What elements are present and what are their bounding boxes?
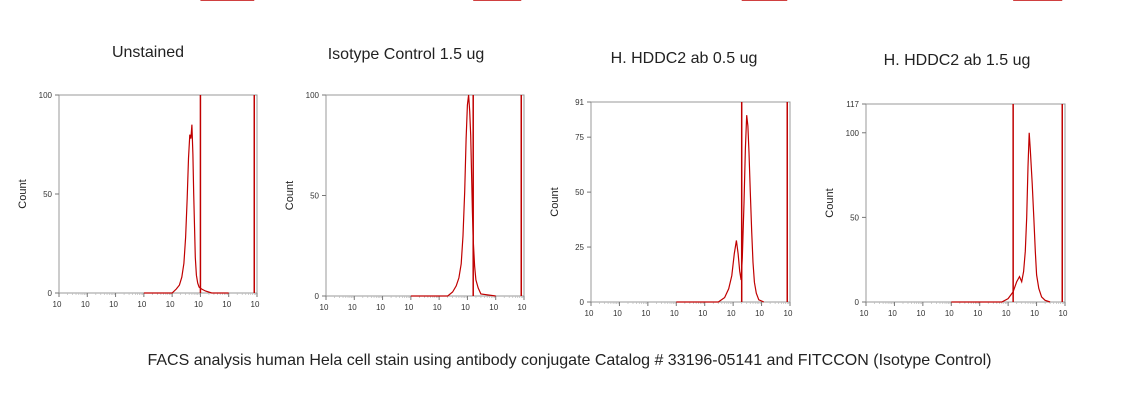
x-tick-label: 10: [376, 303, 385, 312]
y-tick-label: 0: [580, 298, 585, 307]
x-tick-label: 10: [518, 303, 527, 312]
x-tick-label: 10: [973, 309, 982, 318]
histogram-panel-2: 0 25 50 75 91 10 10 10 10 10 10 10 10 Count R2: 76.880…: [549, 0, 793, 318]
histogram-trace: [143, 124, 229, 294]
x-tick-label: 10: [1059, 309, 1068, 318]
histogram-trace: [410, 94, 496, 297]
y-axis-label: Count: [549, 187, 561, 216]
y-tick-label: 75: [575, 133, 584, 142]
x-tick-label: 10: [888, 309, 897, 318]
x-tick-label: 10: [320, 303, 329, 312]
x-tick-label: 10: [222, 300, 231, 309]
y-tick-label: 0: [48, 289, 53, 298]
histogram-trace: [676, 115, 765, 303]
y-axis-label: Count: [284, 181, 296, 210]
panel-title-isotype-control: Isotype Control 1.5 ug: [327, 46, 485, 63]
y-axis-label: Count: [17, 179, 29, 208]
plot-frame: [325, 94, 525, 297]
x-tick-label: 10: [137, 300, 146, 309]
x-tick-label: 10: [945, 309, 954, 318]
gate-percentage-label: R2: 0.379%: [158, 0, 226, 3]
x-tick-label: 10: [166, 300, 175, 309]
y-tick-label: 100: [306, 91, 320, 100]
x-tick-label: 10: [585, 309, 594, 318]
x-tick-label: 10: [670, 309, 679, 318]
plot-frame: [865, 103, 1066, 303]
panel-title-hddc2-0-5ug: H. HDDC2 ab 0.5 ug: [610, 50, 758, 67]
x-tick-label: 10: [53, 300, 62, 309]
y-tick-label: 50: [575, 188, 584, 197]
y-tick-label: 50: [310, 192, 319, 201]
x-tick-label: 10: [461, 303, 470, 312]
x-tick-label: 10: [755, 309, 764, 318]
x-tick-label: 10: [727, 309, 736, 318]
x-tick-label: 10: [916, 309, 925, 318]
gate-percentage-label: R2: 18.534%: [413, 0, 489, 3]
x-tick-label: 10: [81, 300, 90, 309]
y-tick-label: 117: [846, 100, 859, 109]
histogram-panel-0: 0 50 100 10 10 10 10 10 10 10 10 Count R2: 0.379%: [17, 0, 260, 309]
plot-frame: [58, 94, 258, 294]
plot-frame: [590, 101, 791, 303]
x-tick-label: 10: [784, 309, 793, 318]
y-tick-label: 25: [575, 243, 584, 252]
x-tick-label: 10: [1030, 309, 1039, 318]
x-tick-label: 10: [109, 300, 118, 309]
y-axis-label: Count: [824, 188, 836, 217]
x-tick-label: 10: [1002, 309, 1011, 318]
x-tick-label: 10: [348, 303, 357, 312]
histogram-panel-1: 0 50 100 10 10 10 10 10 10 10 10 Count R2: 18.534%: [284, 0, 527, 312]
histogram-panel-3: 0 50 100 117 10 10 10 10 10 10 10 10 Count R2: 92.679…: [824, 0, 1068, 318]
y-tick-label: 0: [315, 292, 320, 301]
y-tick-label: 50: [43, 190, 52, 199]
panel-title-unstained: Unstained: [111, 44, 185, 61]
y-tick-label: 50: [850, 213, 859, 222]
x-tick-label: 10: [860, 309, 869, 318]
y-tick-label: 100: [846, 129, 860, 138]
x-tick-label: 10: [194, 300, 203, 309]
gate-percentage-label: R2: 92.679%: [953, 0, 1029, 3]
panel-title-hddc2-1-5ug: H. HDDC2 ab 1.5 ug: [883, 52, 1031, 69]
y-tick-label: 0: [855, 298, 860, 307]
x-tick-label: 10: [489, 303, 498, 312]
x-tick-label: 10: [613, 309, 622, 318]
x-tick-label: 10: [698, 309, 707, 318]
histogram-trace: [951, 132, 1051, 303]
gate-percentage-label: R2: 76.880%: [679, 0, 755, 3]
x-tick-label: 10: [251, 300, 260, 309]
x-tick-label: 10: [433, 303, 442, 312]
figure-caption: FACS analysis human Hela cell stain usin…: [147, 352, 992, 369]
x-tick-label: 10: [404, 303, 413, 312]
y-tick-label: 100: [39, 91, 53, 100]
x-tick-label: 10: [641, 309, 650, 318]
y-tick-label: 91: [575, 98, 584, 107]
